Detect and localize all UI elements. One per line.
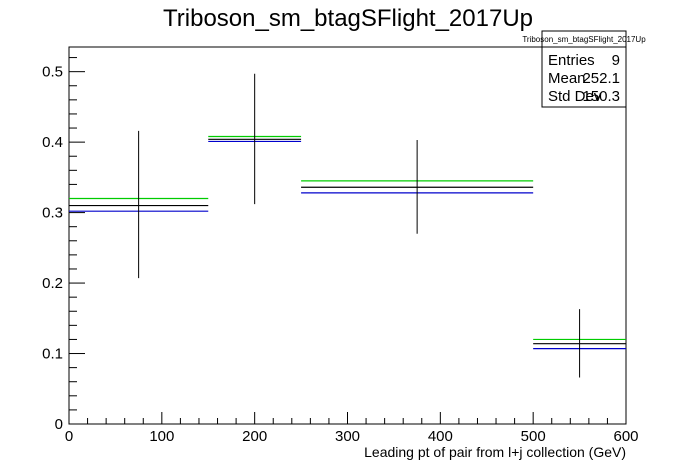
x-tick-label: 400 <box>428 428 453 445</box>
y-tick-label: 0.4 <box>42 134 63 151</box>
y-axis: 0 0.1 0.2 0.3 0.4 0.5 <box>42 57 85 433</box>
stats-box-title: Triboson_sm_btagSFlight_2017Up <box>522 35 646 44</box>
x-tick-label: 200 <box>242 428 267 445</box>
x-tick-label: 100 <box>149 428 174 445</box>
stats-entries-value: 9 <box>612 52 620 69</box>
y-tick-label: 0.3 <box>42 205 63 222</box>
x-axis: 0 100 200 300 400 500 600 <box>65 412 639 445</box>
y-tick-label: 0 <box>55 416 63 433</box>
x-axis-label: Leading pt of pair from l+j collection (… <box>364 444 626 460</box>
y-tick-label: 0.2 <box>42 275 63 292</box>
y-tick-label: 0.1 <box>42 346 63 363</box>
y-tick-label: 0.5 <box>42 64 63 81</box>
stats-entries-label: Entries <box>548 52 595 69</box>
x-tick-label: 500 <box>521 428 546 445</box>
x-tick-label: 600 <box>613 428 638 445</box>
histogram-bins <box>69 73 626 378</box>
x-tick-label: 0 <box>65 428 73 445</box>
stats-box-frame <box>541 30 627 108</box>
chart-title: Triboson_sm_btagSFlight_2017Up <box>163 5 533 32</box>
stats-box: Triboson_sm_btagSFlight_2017Up Entries 9… <box>522 30 646 108</box>
x-tick-label: 300 <box>335 428 360 445</box>
stats-stddev-label: Std Dev <box>548 88 602 105</box>
stats-mean-value: 252.1 <box>582 70 620 87</box>
stats-mean-label: Mean <box>548 70 586 87</box>
stats-stddev-value: 150.3 <box>582 88 620 105</box>
